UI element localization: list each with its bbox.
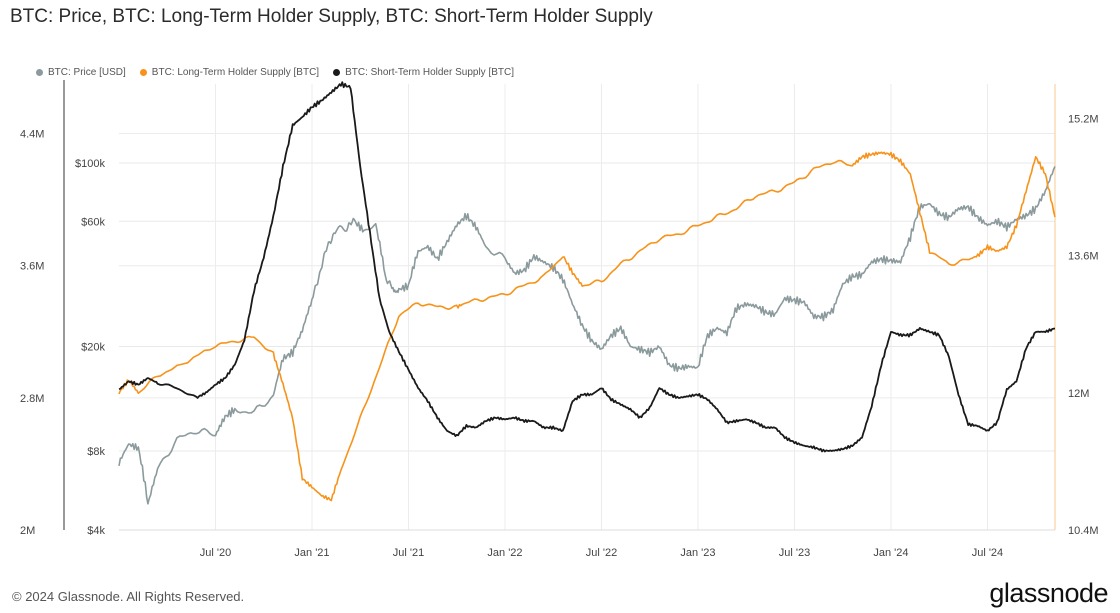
plot-area <box>119 84 1055 530</box>
left-inner-tick-label-1: $8k <box>87 446 105 458</box>
left-outer-tick-label-0: 2M <box>20 525 35 537</box>
left-outer-tick-label-3: 4.4M <box>20 129 44 141</box>
left-inner-tick-label-3: $60k <box>81 216 105 228</box>
legend-dot-sth-supply <box>333 69 341 76</box>
x-tick-label-4: Jul '22 <box>586 547 617 559</box>
grid-lines <box>119 84 1055 531</box>
series-line-sth-supply <box>118 81 1056 453</box>
series-line-lth-supply <box>118 151 1056 502</box>
axes: 2M 2.8M 3.6M 4.4M $4k $8k $20k $60k $100k 10.4M 12… <box>20 80 1099 559</box>
copyright-text: © 2024 Glassnode. All Rights Reserved. <box>12 589 245 604</box>
left-outer-tick-label-1: 2.8M <box>20 393 44 405</box>
legend-item-price[interactable]: BTC: Price [USD] <box>36 67 126 78</box>
x-tick-label-7: Jan '24 <box>873 547 908 559</box>
legend-label-price: BTC: Price [USD] <box>48 67 126 78</box>
right-tick-label-0: 10.4M <box>1068 525 1099 537</box>
x-tick-label-5: Jan '23 <box>680 547 715 559</box>
legend-label-sth-supply: BTC: Short-Term Holder Supply [BTC] <box>345 67 515 78</box>
legend-dot-lth-supply <box>139 69 147 76</box>
series-layer <box>118 81 1056 505</box>
x-tick-label-1: Jan '21 <box>294 547 329 559</box>
right-tick-label-3: 15.2M <box>1068 113 1099 125</box>
right-tick-label-1: 12M <box>1068 388 1089 400</box>
chart-title: BTC: Price, BTC: Long-Term Holder Supply… <box>10 6 653 27</box>
series-line-price <box>118 166 1056 505</box>
left-outer-tick-label-2: 3.6M <box>20 261 44 273</box>
x-tick-label-8: Jul '24 <box>972 547 1003 559</box>
legend-item-lth-supply[interactable]: BTC: Long-Term Holder Supply [BTC] <box>139 67 320 78</box>
legend-item-sth-supply[interactable]: BTC: Short-Term Holder Supply [BTC] <box>333 67 514 78</box>
x-tick-label-6: Jul '23 <box>779 547 810 559</box>
legend-label-lth-supply: BTC: Long-Term Holder Supply [BTC] <box>151 67 320 78</box>
glassnode-logo: glassnode <box>989 578 1108 608</box>
chart-legend: BTC: Price [USD] BTC: Long-Term Holder S… <box>36 67 514 78</box>
left-inner-tick-label-4: $100k <box>75 158 105 170</box>
left-inner-tick-label-0: $4k <box>87 525 105 537</box>
x-tick-label-3: Jan '22 <box>487 547 522 559</box>
x-tick-label-0: Jul '20 <box>200 547 231 559</box>
right-tick-label-2: 13.6M <box>1068 251 1099 263</box>
left-inner-tick-label-2: $20k <box>81 342 105 354</box>
legend-dot-price <box>36 69 43 76</box>
x-tick-label-2: Jul '21 <box>393 547 424 559</box>
